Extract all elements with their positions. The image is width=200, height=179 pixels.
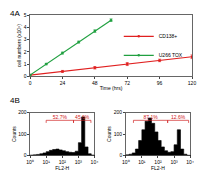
svg-text:12.6%: 12.6%	[171, 114, 186, 120]
svg-text:0: 0	[24, 152, 27, 158]
svg-text:120: 120	[188, 80, 197, 86]
svg-text:CD138+: CD138+	[159, 33, 178, 39]
svg-text:cell numbers (x10⁵): cell numbers (x10⁵)	[16, 24, 22, 68]
svg-text:87.1%: 87.1%	[143, 114, 158, 120]
svg-text:0: 0	[24, 73, 27, 79]
svg-text:5: 5	[24, 12, 27, 18]
svg-text:10³: 10³	[75, 159, 83, 165]
svg-text:4B: 4B	[10, 96, 20, 105]
svg-text:100: 100	[114, 131, 123, 137]
svg-text:72: 72	[124, 80, 130, 86]
svg-text:10⁴: 10⁴	[186, 159, 194, 165]
svg-text:Time (hrs): Time (hrs)	[100, 85, 123, 91]
svg-text:4: 4	[24, 24, 27, 30]
svg-text:24: 24	[60, 80, 66, 86]
svg-text:Counts: Counts	[106, 126, 112, 142]
svg-text:10¹: 10¹	[43, 159, 51, 165]
svg-text:4A: 4A	[10, 9, 20, 18]
svg-text:10³: 10³	[170, 159, 178, 165]
svg-text:45.6%: 45.6%	[75, 114, 90, 120]
svg-text:200: 200	[18, 109, 27, 115]
svg-text:48: 48	[92, 80, 98, 86]
svg-text:52.7%: 52.7%	[53, 114, 68, 120]
svg-text:10²: 10²	[59, 159, 67, 165]
svg-text:96: 96	[157, 80, 163, 86]
svg-text:2: 2	[24, 49, 27, 55]
svg-text:0: 0	[29, 80, 32, 86]
svg-text:Counts: Counts	[11, 126, 17, 142]
svg-text:10¹: 10¹	[138, 159, 146, 165]
svg-text:3: 3	[24, 36, 27, 42]
svg-text:100: 100	[18, 131, 27, 137]
svg-text:FL2-H: FL2-H	[151, 165, 165, 171]
svg-text:U266 TOX: U266 TOX	[159, 52, 183, 58]
svg-text:200: 200	[114, 109, 123, 115]
svg-text:10⁴: 10⁴	[91, 159, 99, 165]
svg-text:FL2-H: FL2-H	[55, 165, 69, 171]
svg-text:10⁰: 10⁰	[26, 159, 34, 165]
svg-text:10⁰: 10⁰	[122, 159, 130, 165]
svg-text:1: 1	[24, 61, 27, 67]
svg-text:10²: 10²	[154, 159, 162, 165]
svg-text:0: 0	[119, 152, 122, 158]
